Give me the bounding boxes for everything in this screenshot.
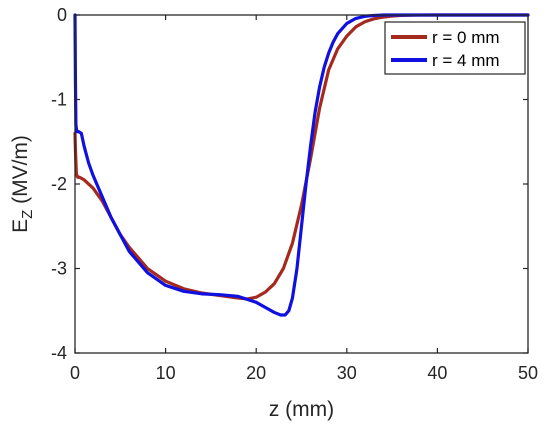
legend-entry-r0: r = 0 mm [432, 28, 500, 47]
series-line-1 [73, 13, 530, 317]
y-tick-label: 0 [57, 5, 67, 25]
y-axis-label-main: E [9, 219, 32, 233]
y-axis-label-unit: (MV/m) [9, 135, 32, 210]
x-tick-label: 20 [246, 363, 266, 383]
legend-box [384, 21, 526, 75]
y-tick-label: -1 [51, 90, 67, 110]
y-tick-label: -4 [51, 343, 67, 363]
y-tick-label: -2 [51, 174, 67, 194]
x-tick-label: 40 [427, 363, 447, 383]
x-axis-ticks: 0 10 20 30 40 50 [70, 15, 538, 383]
y-axis-label-subscript: Z [19, 210, 36, 219]
x-axis-label: z (mm) [269, 398, 334, 421]
y-axis-ticks: 0 -1 -2 -3 -4 [51, 5, 528, 363]
series-line-0 [73, 13, 530, 301]
x-tick-label: 50 [518, 363, 538, 383]
x-tick-label: 30 [337, 363, 357, 383]
legend-entry-r4: r = 4 mm [432, 51, 500, 70]
y-axis-label: EZ (MV/m) [9, 135, 36, 233]
y-tick-label: -3 [51, 259, 67, 279]
x-tick-label: 10 [156, 363, 176, 383]
series-layer [73, 13, 530, 317]
legend: r = 0 mm r = 4 mm [384, 21, 526, 75]
x-tick-label: 0 [70, 363, 80, 383]
